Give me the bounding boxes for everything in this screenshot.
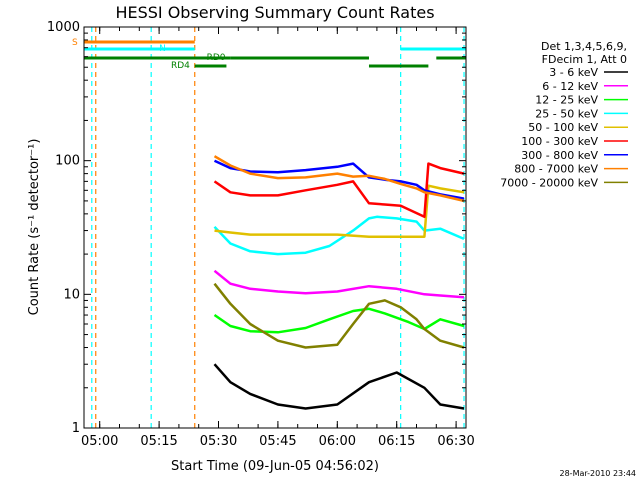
series-line — [214, 184, 465, 238]
y-tick-label: 1 — [72, 421, 80, 436]
flag-label-n: N — [159, 44, 166, 54]
legend-entry-label: 12 - 25 keV — [535, 94, 598, 107]
series-line — [213, 155, 465, 203]
series-line — [213, 159, 465, 200]
legend-entry-label: 300 - 800 keV — [521, 149, 598, 162]
x-axis-label: Start Time (09-Jun-05 04:56:02) — [171, 459, 379, 474]
legend-entry-label: 800 - 7000 keV — [514, 163, 598, 176]
x-tick-label: 05:00 — [81, 434, 118, 449]
x-tick-label: 05:45 — [259, 434, 296, 449]
x-tick-label: 06:15 — [378, 434, 415, 449]
legend: Det 1,3,4,5,6,9,FDecim 1, Att 03 - 6 keV… — [500, 40, 628, 189]
flag-label-rd0: RD0 — [207, 53, 226, 63]
x-tick-label: 05:30 — [200, 434, 237, 449]
legend-entry-label: 3 - 6 keV — [549, 66, 598, 79]
legend-entry-label: 25 - 50 keV — [535, 107, 598, 120]
legend-header: FDecim 1, Att 0 — [542, 53, 627, 66]
y-tick-label: 100 — [55, 154, 80, 169]
series-line — [213, 282, 465, 349]
y-tick-label: 1000 — [47, 20, 80, 35]
legend-entry-label: 7000 - 20000 keV — [500, 176, 598, 189]
y-tick-label: 10 — [63, 287, 80, 302]
y-axis-label: Count Rate (s⁻¹ detector⁻¹) — [27, 139, 42, 316]
series-line — [213, 307, 465, 334]
flag-label-s: S — [72, 38, 78, 48]
x-tick-label: 06:00 — [319, 434, 356, 449]
series-line — [213, 269, 465, 299]
y-axis: 1 10 100 1000 — [47, 20, 466, 436]
legend-header: Det 1,3,4,5,6,9, — [541, 40, 627, 53]
legend-entry-label: 50 - 100 keV — [528, 121, 598, 134]
x-tick-label: 05:15 — [140, 434, 177, 449]
series-line — [213, 363, 465, 410]
x-axis: 05:00 05:15 05:30 05:45 06:00 06:15 06:30 — [81, 27, 475, 449]
series-line — [213, 215, 465, 256]
legend-entry-label: 6 - 12 keV — [542, 80, 598, 93]
plot-frame — [83, 26, 467, 429]
series-line — [213, 162, 465, 219]
x-tick-label: 06:30 — [437, 434, 474, 449]
chart-title: HESSI Observing Summary Count Rates — [115, 3, 434, 22]
footer-timestamp: 28-Mar-2010 23:44 — [560, 469, 637, 478]
flag-label-rd4: RD4 — [171, 61, 190, 71]
legend-entry-label: 100 - 300 keV — [521, 135, 598, 148]
